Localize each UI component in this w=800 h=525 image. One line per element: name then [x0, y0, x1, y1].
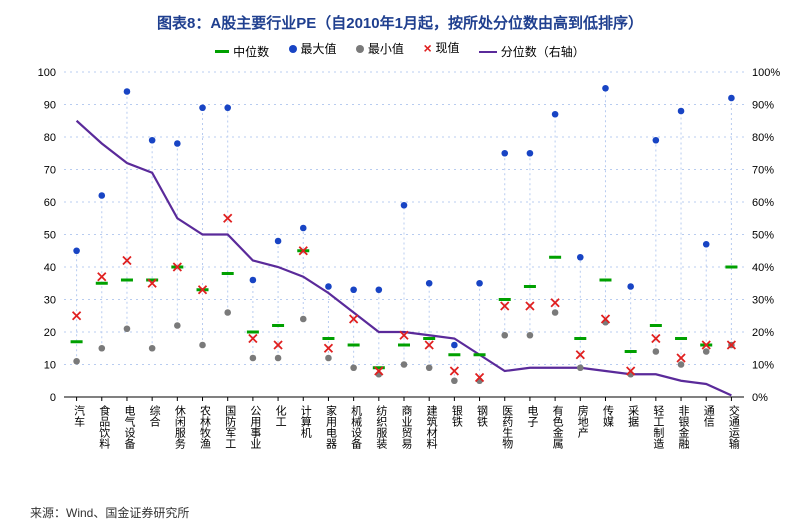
svg-text:10%: 10%: [752, 360, 774, 372]
x-label: 化工: [272, 405, 288, 427]
svg-text:70: 70: [44, 165, 56, 177]
watermark: 雪球：韭菜学理财: [658, 502, 784, 521]
x-label: 传媒: [599, 405, 615, 427]
x-label: 钢铁: [474, 405, 490, 427]
x-label: 纺织服装: [373, 405, 389, 449]
svg-text:80%: 80%: [752, 132, 774, 144]
svg-text:90%: 90%: [752, 100, 774, 112]
svg-text:50%: 50%: [752, 230, 774, 242]
xueqiu-icon: [658, 504, 674, 520]
x-label: 通信: [700, 405, 716, 427]
source-text: 来源：Wind、国金证券研究所: [30, 504, 189, 521]
x-label: 休闲服务: [171, 405, 187, 449]
pe-chart: 0 10 20 30 40 50 60 70 80 90 100 0% 10% 20% 30% 40% 50% 6…: [0, 0, 800, 407]
svg-text:20%: 20%: [752, 327, 774, 339]
x-label: 医药生物: [499, 405, 515, 449]
svg-text:60%: 60%: [752, 197, 774, 209]
svg-text:0%: 0%: [752, 392, 768, 404]
x-label: 家用电器: [322, 405, 338, 449]
x-label: 交通运输: [725, 405, 741, 449]
svg-text:60: 60: [44, 197, 56, 209]
x-label: 汽车: [71, 405, 87, 427]
svg-text:70%: 70%: [752, 165, 774, 177]
x-label: 商业贸易: [398, 405, 414, 449]
x-label: 计算机: [297, 405, 313, 438]
svg-text:40%: 40%: [752, 262, 774, 274]
svg-text:80: 80: [44, 132, 56, 144]
svg-text:50: 50: [44, 230, 56, 242]
x-label: 轻工制造: [650, 405, 666, 449]
x-label: 综合: [146, 405, 162, 427]
x-label: 房地产: [574, 405, 590, 438]
svg-text:40: 40: [44, 262, 56, 274]
svg-text:30: 30: [44, 295, 56, 307]
x-label: 建筑材料: [423, 405, 439, 449]
x-label: 公用事业: [247, 405, 263, 449]
x-label: 国防军工: [222, 405, 238, 449]
x-label: 机械设备: [348, 405, 364, 449]
x-label: 采据: [625, 405, 641, 427]
svg-text:0: 0: [50, 392, 56, 404]
x-label: 食品饮料: [96, 405, 112, 449]
x-label: 非银金融: [675, 405, 691, 449]
svg-text:90: 90: [44, 100, 56, 112]
x-label: 电气设备: [121, 405, 137, 449]
x-label: 农林牧渔: [197, 405, 213, 449]
svg-text:100%: 100%: [752, 67, 780, 79]
svg-text:100: 100: [38, 67, 56, 79]
svg-text:10: 10: [44, 360, 56, 372]
svg-text:20: 20: [44, 327, 56, 339]
x-label: 银铁: [448, 405, 464, 427]
x-label: 有色金属: [549, 405, 565, 449]
x-label: 电子: [524, 405, 540, 427]
svg-text:30%: 30%: [752, 295, 774, 307]
